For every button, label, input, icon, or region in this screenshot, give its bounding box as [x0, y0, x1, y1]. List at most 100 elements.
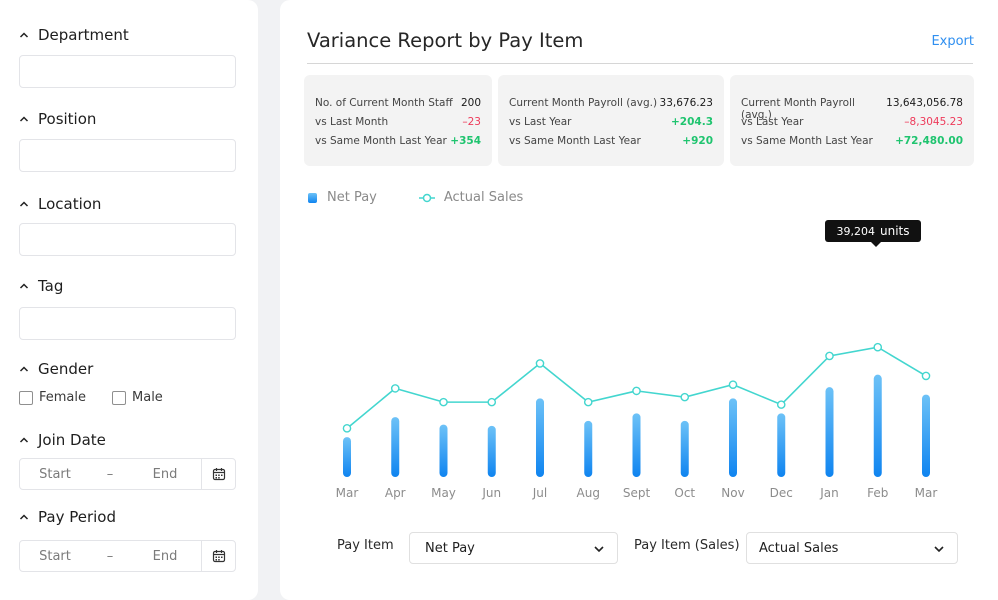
actual-sales-point[interactable]	[583, 397, 593, 407]
x-tick-label: Dec	[770, 486, 793, 500]
net-pay-swatch	[308, 192, 317, 203]
start-date-field[interactable]: Start	[39, 548, 71, 564]
net-pay-bar[interactable]	[391, 417, 400, 477]
net-pay-bar[interactable]	[825, 387, 834, 477]
chevron-down-icon	[594, 546, 604, 553]
x-tick-label: Mar	[336, 486, 359, 500]
calendar-button[interactable]	[201, 459, 235, 489]
filter-label: Location	[38, 195, 102, 213]
actual-sales-point[interactable]	[487, 397, 497, 407]
filter-label: Join Date	[38, 431, 106, 449]
legend-actual-sales[interactable]: Actual Sales	[443, 190, 524, 205]
pay-period-range[interactable]: Start – End	[19, 540, 236, 572]
pay-item-label: Pay Item	[337, 538, 394, 553]
chevron-up-icon	[19, 283, 29, 289]
report-panel: Variance Report by Pay Item Export No. o…	[280, 0, 998, 600]
x-tick-label: Mar	[915, 486, 938, 500]
stat-label: vs Last Year	[509, 116, 572, 128]
filter-join-date-toggle[interactable]: Join Date	[19, 431, 106, 449]
actual-sales-point[interactable]	[825, 351, 834, 361]
x-tick-label: Oct	[674, 486, 695, 500]
stat-label: vs Last Year	[741, 116, 804, 128]
stat-label: vs Same Month Last Year	[509, 135, 641, 147]
variance-chart: Mar Apr May Jun Jul Aug Sept Oct Nov Dec Jan Feb Mar	[336, 342, 938, 500]
actual-sales-point[interactable]	[390, 384, 400, 393]
join-date-range[interactable]: Start – End	[19, 458, 236, 490]
net-pay-bar[interactable]	[439, 424, 448, 477]
net-pay-bar[interactable]	[873, 374, 882, 477]
department-input[interactable]	[19, 55, 236, 88]
tag-input[interactable]	[19, 307, 236, 340]
pay-item-sales-select[interactable]: Actual Sales	[746, 532, 958, 564]
actual-sales-point[interactable]	[680, 392, 690, 402]
stat-label: vs Same Month Last Year	[315, 135, 447, 147]
start-date-field[interactable]: Start	[39, 466, 71, 482]
calendar-button[interactable]	[201, 541, 235, 571]
actual-sales-point[interactable]	[342, 424, 352, 433]
stat-value: –8,3045.23	[904, 116, 963, 128]
x-tick-label: May	[431, 486, 456, 500]
female-label: Female	[39, 390, 87, 405]
female-checkbox[interactable]	[19, 390, 33, 405]
net-pay-bar[interactable]	[343, 437, 351, 477]
stat-label: vs Same Month Last Year	[741, 135, 873, 147]
net-pay-bar[interactable]	[777, 413, 786, 477]
filter-tag-toggle[interactable]: Tag	[19, 277, 63, 295]
chart-legend: Net Pay Actual Sales	[308, 190, 523, 205]
filter-position-toggle[interactable]: Position	[19, 110, 96, 128]
x-tick-label: Jul	[532, 486, 547, 500]
range-separator: –	[106, 548, 114, 564]
location-input[interactable]	[19, 223, 236, 256]
filter-sidebar: Department Position Location Tag Gender …	[0, 0, 258, 600]
net-pay-bars	[343, 374, 930, 477]
gender-options: Female Male	[19, 390, 163, 405]
stat-row: vs Last Month –23	[315, 116, 481, 128]
stat-value: 200	[460, 97, 481, 109]
end-date-field[interactable]: End	[152, 466, 178, 482]
net-pay-bar[interactable]	[584, 420, 593, 477]
actual-sales-point[interactable]	[728, 380, 738, 389]
end-date-field[interactable]: End	[152, 548, 178, 564]
filter-label: Position	[38, 110, 97, 128]
net-pay-bar[interactable]	[632, 413, 641, 477]
stat-card-payroll-total: Current Month Payroll (avg.) 13,643,056.7…	[730, 75, 974, 166]
chevron-up-icon	[19, 514, 29, 520]
x-tick-label: Sept	[623, 486, 651, 500]
male-checkbox[interactable]	[112, 390, 127, 405]
net-pay-bar[interactable]	[536, 398, 544, 477]
actual-sales-point[interactable]	[873, 342, 883, 352]
net-pay-bar[interactable]	[729, 398, 737, 477]
chevron-up-icon	[19, 366, 29, 372]
pay-item-select[interactable]: Net Pay	[409, 532, 618, 564]
filter-department-toggle[interactable]: Department	[19, 26, 129, 44]
filter-gender-toggle[interactable]: Gender	[19, 360, 93, 378]
net-pay-bar[interactable]	[922, 394, 930, 477]
net-pay-bar[interactable]	[487, 425, 496, 477]
export-link[interactable]: Export	[931, 34, 974, 49]
actual-sales-point[interactable]	[535, 359, 545, 368]
filter-label: Tag	[38, 277, 64, 295]
chevron-up-icon	[19, 32, 29, 38]
x-tick-label: Jun	[481, 486, 501, 500]
chevron-down-icon	[934, 546, 944, 553]
actual-sales-point[interactable]	[632, 386, 641, 396]
chevron-up-icon	[19, 201, 29, 207]
actual-sales-point[interactable]	[921, 371, 931, 381]
chevron-up-icon	[19, 116, 29, 122]
range-separator: –	[106, 466, 114, 482]
calendar-icon	[212, 550, 225, 563]
actual-sales-point[interactable]	[776, 400, 786, 409]
x-tick-label: Jan	[819, 486, 839, 500]
net-pay-bar[interactable]	[680, 420, 689, 477]
chevron-up-icon	[19, 437, 29, 443]
actual-sales-point[interactable]	[439, 397, 448, 407]
filter-pay-period-toggle[interactable]: Pay Period	[19, 508, 116, 526]
actual-sales-line	[342, 342, 931, 433]
position-input[interactable]	[19, 139, 236, 172]
tooltip-value: 39,204	[836, 224, 875, 238]
legend-net-pay[interactable]: Net Pay	[327, 190, 377, 205]
stat-value: –23	[462, 116, 481, 128]
stat-value: 33,676.23	[659, 97, 713, 109]
filter-location-toggle[interactable]: Location	[19, 195, 101, 213]
stat-row: vs Last Year –8,3045.23	[741, 116, 963, 128]
